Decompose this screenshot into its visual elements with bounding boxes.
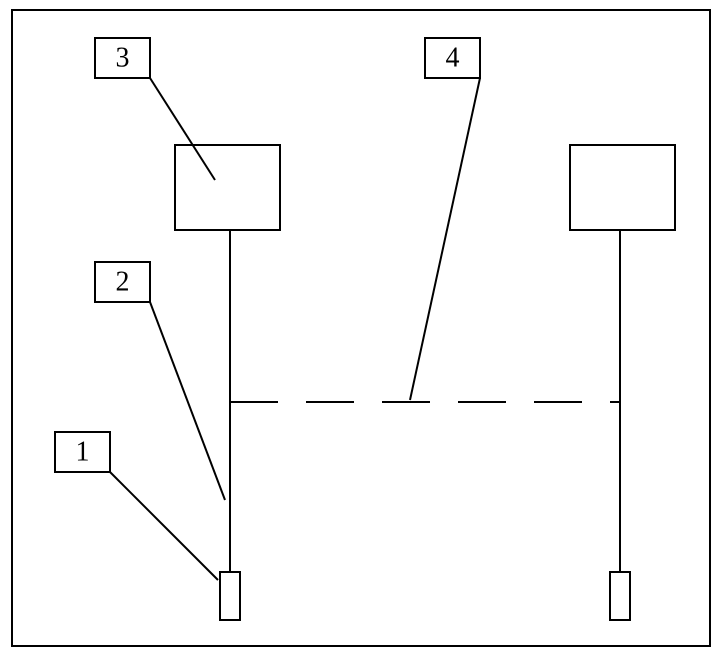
label-2: 2 xyxy=(116,267,130,298)
label-1: 1 xyxy=(76,437,90,468)
label-4: 4 xyxy=(446,43,460,74)
small-box-left xyxy=(220,572,240,620)
label-3: 3 xyxy=(116,43,130,74)
box-right xyxy=(570,145,675,230)
small-box-right xyxy=(610,572,630,620)
leader-1 xyxy=(110,472,218,580)
leader-4 xyxy=(410,78,480,400)
box-left xyxy=(175,145,280,230)
leader-2 xyxy=(150,302,225,500)
frame-outer xyxy=(12,10,710,646)
diagram-canvas: 3 4 2 1 xyxy=(0,0,722,656)
leader-3 xyxy=(150,78,215,180)
